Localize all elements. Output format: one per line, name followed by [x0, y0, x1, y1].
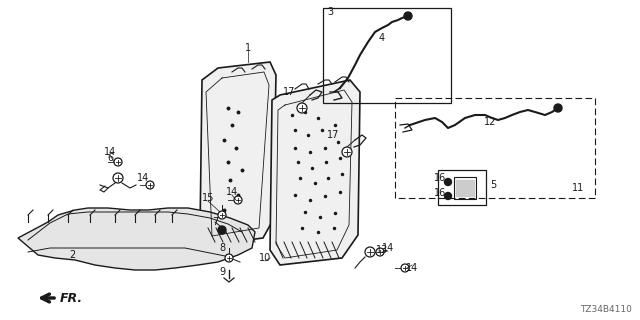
- Text: 17: 17: [283, 87, 295, 97]
- Bar: [438, 170, 486, 205]
- Circle shape: [376, 248, 384, 256]
- Text: 11: 11: [572, 183, 584, 193]
- Text: 14: 14: [226, 187, 238, 197]
- Circle shape: [401, 264, 409, 272]
- Polygon shape: [200, 62, 276, 245]
- Bar: [454, 177, 476, 199]
- Text: 14: 14: [137, 173, 149, 183]
- Polygon shape: [18, 208, 255, 270]
- Text: 16: 16: [434, 173, 446, 183]
- Circle shape: [146, 181, 154, 189]
- Text: 8: 8: [219, 243, 225, 253]
- Circle shape: [218, 211, 226, 219]
- Text: 4: 4: [379, 33, 385, 43]
- Text: 15: 15: [202, 193, 214, 203]
- Circle shape: [234, 196, 242, 204]
- Text: 7: 7: [212, 217, 218, 227]
- Circle shape: [225, 254, 233, 262]
- Circle shape: [404, 12, 412, 20]
- Text: 9: 9: [219, 267, 225, 277]
- Text: 2: 2: [69, 250, 75, 260]
- Text: TZ34B4110: TZ34B4110: [580, 305, 632, 314]
- Text: 14: 14: [382, 243, 394, 253]
- Text: FR.: FR.: [60, 292, 83, 305]
- Circle shape: [113, 173, 123, 183]
- Circle shape: [365, 247, 375, 257]
- Text: 12: 12: [484, 117, 496, 127]
- Polygon shape: [456, 180, 474, 196]
- Text: 14: 14: [104, 147, 116, 157]
- Text: 1: 1: [245, 43, 251, 53]
- Circle shape: [554, 104, 562, 112]
- Text: 17: 17: [327, 130, 339, 140]
- Text: 10: 10: [259, 253, 271, 263]
- Circle shape: [297, 103, 307, 113]
- Circle shape: [114, 158, 122, 166]
- Text: 14: 14: [406, 263, 418, 273]
- Text: 16: 16: [434, 188, 446, 198]
- Circle shape: [445, 179, 451, 186]
- Circle shape: [218, 226, 226, 234]
- Text: 5: 5: [490, 180, 496, 190]
- Text: 3: 3: [327, 7, 333, 17]
- Circle shape: [342, 147, 352, 157]
- Bar: [395, 98, 595, 198]
- Polygon shape: [270, 80, 360, 265]
- Bar: [323, 8, 451, 103]
- Text: 6: 6: [107, 153, 113, 163]
- Text: 13: 13: [376, 245, 388, 255]
- Circle shape: [445, 193, 451, 199]
